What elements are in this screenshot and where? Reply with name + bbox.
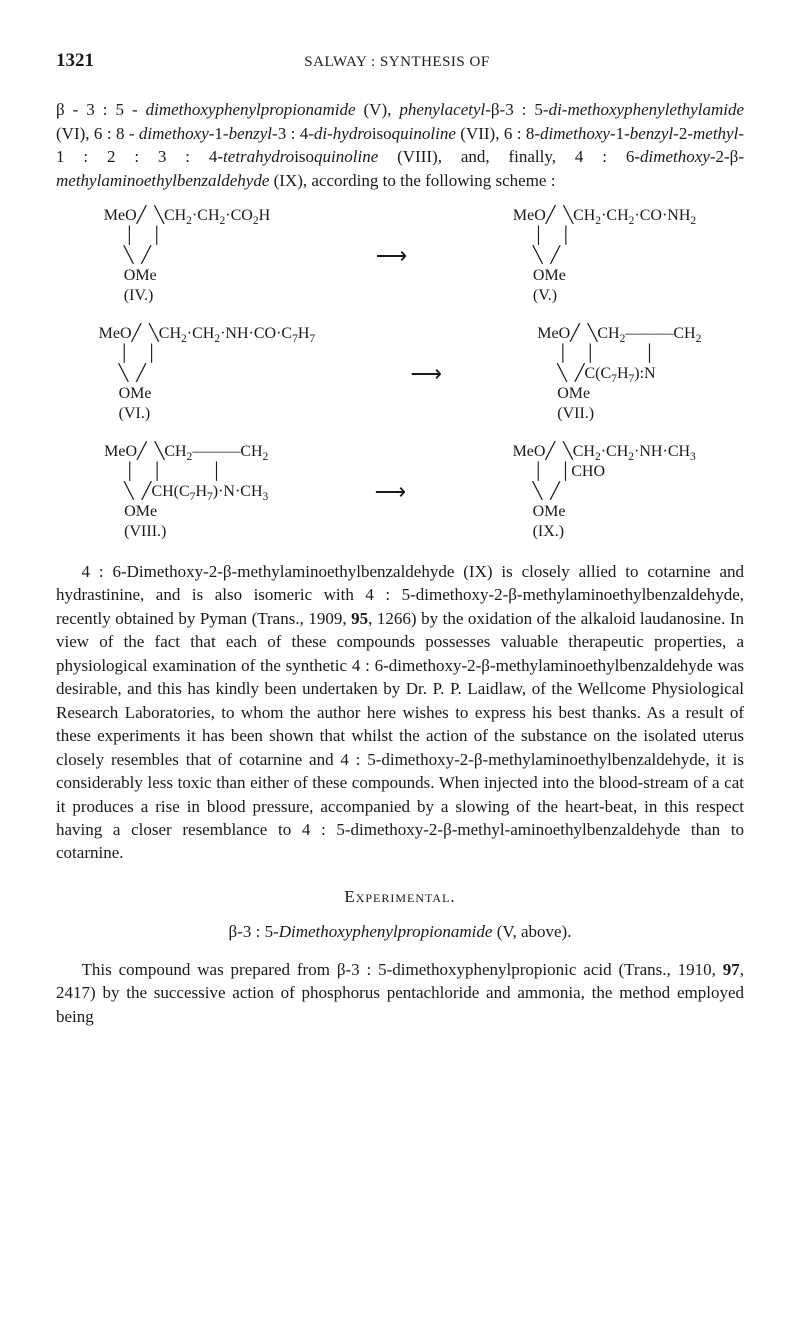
running-head: SALWAY : SYNTHESIS OF: [94, 52, 700, 73]
compound-subtitle: β-3 : 5-Dimethoxyphenylpropionamide (V, …: [56, 920, 744, 943]
experimental-paragraph: This compound was prepared from β-3 : 5-…: [56, 958, 744, 1028]
structure-right: MeO╱ ╲CH2·CH2·CO·NH2 │ │ ╲ ╱ OMe (V.): [513, 206, 696, 306]
reaction-arrow-icon: ⟶: [400, 360, 452, 388]
page-number: 1321: [56, 48, 94, 74]
scheme-row: MeO╱ ╲CH2———CH2 │ │ │ ╲ ╱CH(C7H7)·N·CH3 …: [56, 442, 744, 542]
reaction-arrow-icon: ⟶: [366, 242, 418, 270]
discussion-paragraph: 4 : 6-Dimethoxy-2-β-methylaminoethylbenz…: [56, 560, 744, 865]
page-header: 1321 SALWAY : SYNTHESIS OF: [56, 48, 744, 74]
structure-left: MeO╱ ╲CH2·CH2·NH·CO·C7H7 │ │ ╲ ╱ OMe (VI…: [99, 324, 316, 424]
reaction-arrow-icon: ⟶: [365, 478, 417, 506]
scheme-row: MeO╱ ╲CH2·CH2·CO2H │ │ ╲ ╱ OMe (IV.) ⟶ MeO…: [56, 206, 744, 306]
experimental-heading: Experimental.: [56, 885, 744, 908]
reaction-scheme: MeO╱ ╲CH2·CH2·CO2H │ │ ╲ ╱ OMe (IV.) ⟶ MeO…: [56, 206, 744, 542]
structure-left: MeO╱ ╲CH2·CH2·CO2H │ │ ╲ ╱ OMe (IV.): [104, 206, 270, 306]
structure-right: MeO╱ ╲CH2———CH2 │ │ │ ╲ ╱C(C7H7):N OMe (…: [537, 324, 701, 424]
scheme-row: MeO╱ ╲CH2·CH2·NH·CO·C7H7 │ │ ╲ ╱ OMe (VI…: [56, 324, 744, 424]
intro-paragraph: β - 3 : 5 - dimethoxyphenylpropionamide …: [56, 98, 744, 192]
structure-right: MeO╱ ╲CH2·CH2·NH·CH3 │ │CHO ╲ ╱ OMe (IX.…: [513, 442, 696, 542]
structure-left: MeO╱ ╲CH2———CH2 │ │ │ ╲ ╱CH(C7H7)·N·CH3 …: [104, 442, 268, 542]
